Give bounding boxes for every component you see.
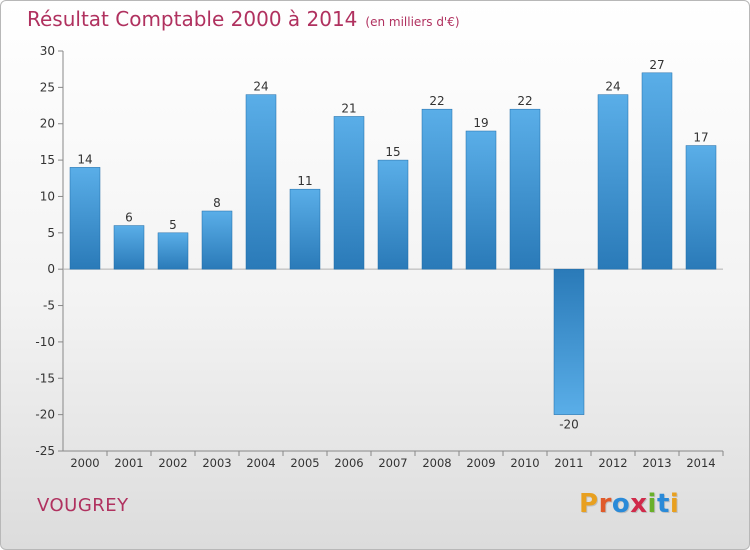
data-label: 17 [693, 131, 708, 145]
y-tick-label: 0 [47, 262, 55, 276]
bar [201, 210, 233, 270]
y-tick-label: -20 [35, 408, 55, 422]
data-label: 27 [649, 58, 664, 72]
y-tick-label: 20 [40, 117, 55, 131]
bar [245, 94, 277, 270]
data-label: -20 [559, 418, 579, 432]
bar [597, 94, 629, 270]
y-tick-label: -5 [43, 299, 55, 313]
data-label: 6 [125, 211, 133, 225]
logo-letter: i [647, 489, 657, 519]
bar [553, 268, 585, 415]
bar [421, 108, 453, 270]
x-tick-label: 2003 [202, 456, 231, 470]
data-label: 8 [213, 196, 221, 210]
x-tick-label: 2013 [642, 456, 671, 470]
bar [465, 130, 497, 270]
y-tick-label: -15 [35, 371, 55, 385]
data-label: 24 [605, 80, 620, 94]
bar [333, 116, 365, 270]
logo-letter: r [598, 489, 612, 519]
x-tick-label: 2002 [158, 456, 187, 470]
y-tick-label: 15 [40, 153, 55, 167]
x-tick-label: 2000 [70, 456, 99, 470]
data-label: 24 [253, 80, 268, 94]
data-label: 11 [297, 174, 312, 188]
logo-letter: i [669, 489, 680, 519]
logo-letter: x [630, 489, 648, 519]
y-tick-label: 5 [47, 226, 55, 240]
data-label: 22 [517, 94, 532, 108]
chart-title-text: Résultat Comptable 2000 à 2014 [27, 7, 358, 31]
bar [113, 225, 145, 270]
chart-title: Résultat Comptable 2000 à 2014 (en millie… [27, 7, 460, 31]
data-label: 14 [77, 152, 92, 166]
bar [641, 72, 673, 270]
x-tick-label: 2009 [466, 456, 495, 470]
chart-unit: (en milliers d'€) [365, 15, 460, 29]
logo-letter: o [611, 489, 631, 519]
x-tick-label: 2010 [510, 456, 539, 470]
x-tick-label: 2007 [378, 456, 407, 470]
x-tick-label: 2008 [422, 456, 451, 470]
bar [509, 108, 541, 270]
logo-letter: P [579, 489, 599, 519]
x-tick-label: 2004 [246, 456, 275, 470]
bar [289, 188, 321, 270]
data-label: 21 [341, 101, 356, 115]
y-tick-label: -10 [35, 335, 55, 349]
x-tick-label: 2001 [114, 456, 143, 470]
data-label: 19 [473, 116, 488, 130]
x-tick-label: 2006 [334, 456, 363, 470]
y-tick-label: 25 [40, 80, 55, 94]
y-tick-label: 30 [40, 44, 55, 58]
y-tick-label: 10 [40, 189, 55, 203]
logo-letter: t [656, 489, 670, 519]
proxiti-logo: Proxiti [579, 489, 679, 519]
x-tick-label: 2005 [290, 456, 319, 470]
bar [69, 167, 101, 270]
bar [685, 145, 717, 270]
bar [157, 232, 189, 270]
data-label: 5 [169, 218, 177, 232]
commune-name: VOUGREY [37, 495, 129, 516]
x-tick-label: 2014 [686, 456, 715, 470]
x-tick-label: 2011 [554, 456, 583, 470]
y-tick-label: -25 [35, 444, 55, 458]
bar [377, 159, 409, 270]
data-label: 22 [429, 94, 444, 108]
data-label: 15 [385, 145, 400, 159]
x-tick-label: 2012 [598, 456, 627, 470]
